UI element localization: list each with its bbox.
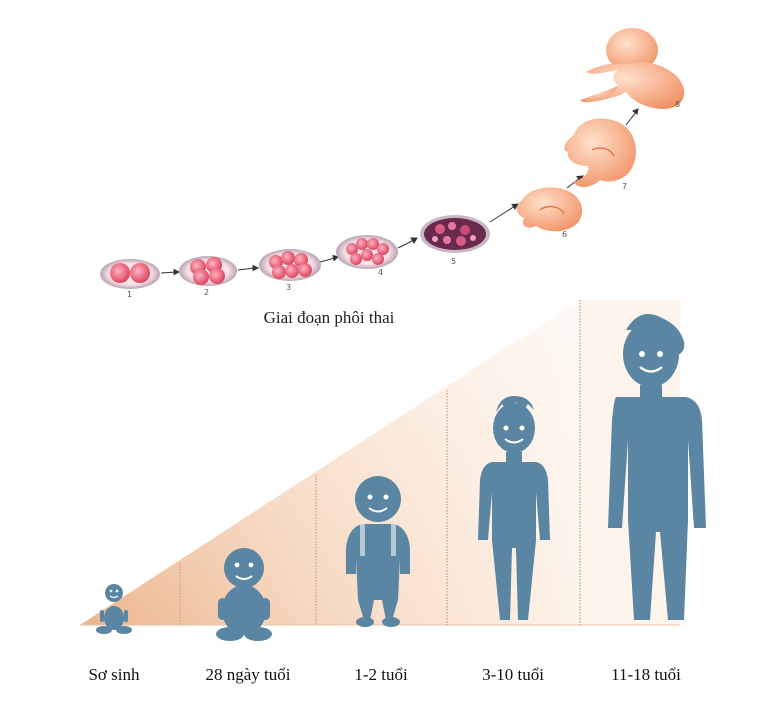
newborn-figure [96, 584, 132, 634]
embryo-arrows [160, 108, 639, 276]
stage-number-5: 5 [451, 257, 457, 266]
stage-number-2: 2 [204, 288, 210, 297]
embryo-stage-6 [516, 187, 583, 232]
age-label-1-2: 1-2 tuổi [354, 665, 408, 684]
stage-number-6: 6 [562, 230, 568, 239]
embryo-stage-4 [336, 235, 398, 269]
age-label-28-days: 28 ngày tuổi [205, 665, 291, 684]
age-dividers [179, 300, 581, 625]
embryo-stage-1 [100, 259, 160, 289]
embryo-stage-8 [580, 28, 685, 110]
stage-number-1: 1 [127, 290, 133, 299]
stage-number-4: 4 [378, 268, 384, 277]
infant-28-days-figure [216, 548, 272, 641]
age-label-11-18: 11-18 tuổi [611, 665, 681, 684]
age-label-newborn: Sơ sinh [88, 665, 140, 684]
age-label-3-10: 3-10 tuổi [482, 665, 544, 684]
embryo-caption: Giai đoạn phôi thai [263, 308, 395, 327]
teen-figure [608, 314, 706, 620]
child-figure [478, 396, 550, 620]
embryo-stage-3 [259, 249, 321, 281]
stage-number-3: 3 [286, 283, 292, 292]
stage-number-8: 8 [675, 100, 681, 109]
stage-number-7: 7 [622, 182, 628, 191]
embryo-stage-7 [564, 118, 636, 188]
embryo-stage-5 [420, 215, 490, 253]
embryo-stage-2 [179, 256, 237, 286]
toddler-figure [346, 476, 410, 627]
